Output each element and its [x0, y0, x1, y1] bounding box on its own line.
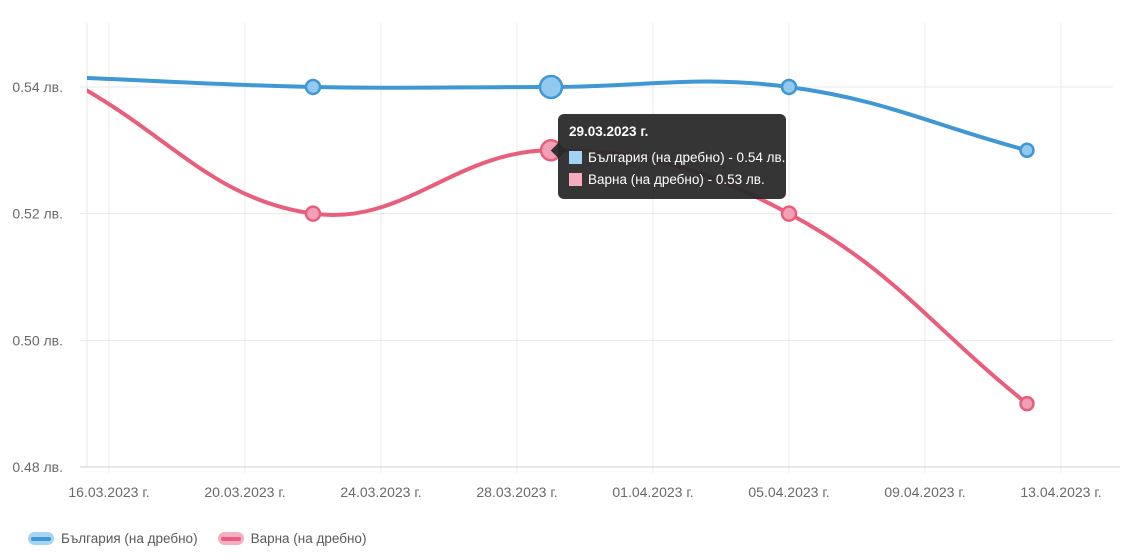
- series-line: [87, 88, 1029, 406]
- price-line-chart[interactable]: 16.03.2023 г. 20.03.2023 г. 24.03.2023 г. 2…: [0, 0, 1122, 520]
- tooltip-row: Варна (на дребно) - 0.53 лв.: [569, 170, 775, 190]
- svg-text:0.50 лв.: 0.50 лв.: [12, 332, 63, 348]
- data-point[interactable]: [780, 78, 798, 96]
- legend-item-bulgaria[interactable]: България (на дребно): [28, 531, 198, 546]
- data-point[interactable]: [304, 78, 322, 96]
- data-point[interactable]: [68, 70, 82, 84]
- legend-label: Варна (на дребно): [250, 531, 367, 546]
- svg-text:24.03.2023 г.: 24.03.2023 г.: [340, 484, 421, 500]
- tooltip-row-text: Варна (на дребно) - 0.53 лв.: [588, 172, 765, 188]
- chart-legend: България (на дребно) Варна (на дребно): [28, 531, 366, 546]
- grid-lines: [80, 23, 1120, 473]
- tooltip-row: България (на дребно) - 0.54 лв.: [569, 148, 785, 168]
- svg-text:0.54 лв.: 0.54 лв.: [12, 79, 63, 95]
- series-bulgaria: [68, 70, 1035, 159]
- svg-text:0.48 лв.: 0.48 лв.: [12, 459, 63, 475]
- svg-text:05.04.2023 г.: 05.04.2023 г.: [748, 484, 829, 500]
- svg-text:16.03.2023 г.: 16.03.2023 г.: [68, 484, 149, 500]
- data-point[interactable]: [68, 77, 82, 91]
- tooltip-row-text: България (на дребно) - 0.54 лв.: [588, 149, 786, 165]
- svg-text:0.52 лв.: 0.52 лв.: [12, 206, 63, 222]
- data-point[interactable]: [1019, 142, 1035, 159]
- legend-label: България (на дребно): [61, 531, 198, 546]
- svg-text:09.04.2023 г.: 09.04.2023 г.: [884, 484, 965, 500]
- legend-item-varna[interactable]: Варна (на дребно): [217, 531, 367, 546]
- series-swatch-varna: [569, 173, 582, 187]
- axis-tick-labels: 16.03.2023 г. 20.03.2023 г. 24.03.2023 г. 2…: [12, 79, 1101, 500]
- legend-marker-varna-icon: [217, 532, 244, 545]
- legend-marker-bulgaria-icon: [28, 532, 54, 545]
- series-swatch-bulgaria: [569, 150, 582, 164]
- svg-text:20.03.2023 г.: 20.03.2023 г.: [204, 484, 285, 500]
- chart-area[interactable]: 16.03.2023 г. 20.03.2023 г. 24.03.2023 г. 2…: [0, 0, 1122, 520]
- svg-text:13.04.2023 г.: 13.04.2023 г.: [1020, 484, 1101, 500]
- data-point[interactable]: [538, 74, 564, 100]
- svg-text:01.04.2023 г.: 01.04.2023 г.: [612, 484, 693, 500]
- tooltip-title: 29.03.2023 г.: [569, 124, 649, 139]
- series-varna: [68, 77, 1035, 412]
- data-point[interactable]: [304, 205, 322, 222]
- data-point[interactable]: [1019, 395, 1035, 412]
- chart-tooltip: 29.03.2023 г. България (на дребно) - 0.5…: [550, 114, 786, 199]
- svg-text:28.03.2023 г.: 28.03.2023 г.: [476, 484, 557, 500]
- data-point[interactable]: [780, 205, 798, 222]
